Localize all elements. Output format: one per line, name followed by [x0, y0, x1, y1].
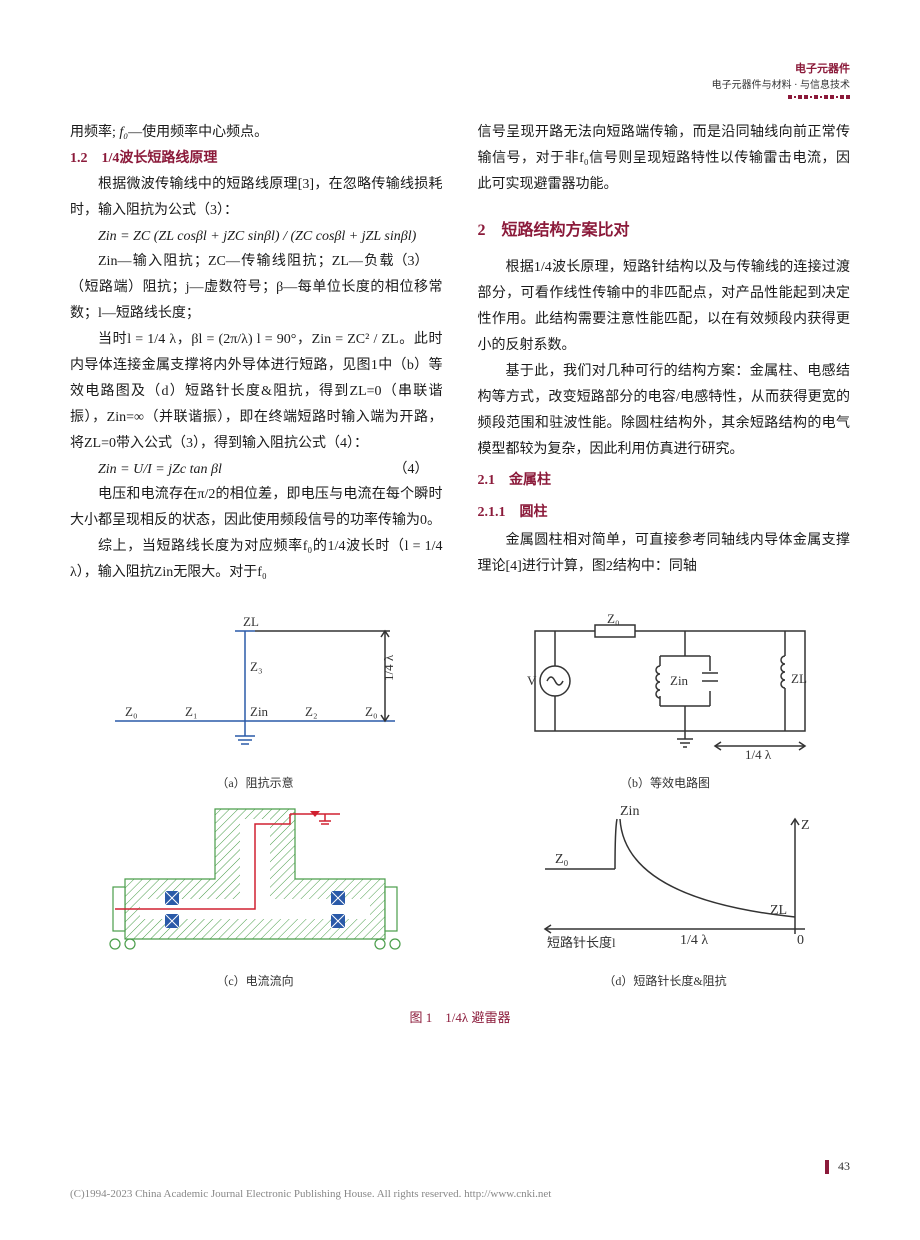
left-p1: 用频率; f₀—使用频率中心频点。: [70, 120, 443, 146]
page-number: 43: [70, 1159, 850, 1174]
left-p6: 综上，当短路线长度为对应频率f₀的1/4波长时（l = 1/4 λ），输入阻抗Z…: [70, 534, 443, 586]
svg-text:Zin: Zin: [670, 673, 689, 688]
equation-3: Zin = ZC (ZL cosβl + jZC sinβl) / (ZC co…: [98, 224, 443, 250]
svg-text:Z: Z: [801, 818, 810, 833]
header-journal-title: 电子元器件: [712, 60, 850, 76]
svg-text:V: V: [527, 673, 537, 688]
figure-1-title: 图 1 1/4λ 避雷器: [70, 1007, 850, 1026]
right-p3: 基于此，我们对几种可行的结构方案：金属柱、电感结构等方式，改变短路部分的电容/电…: [478, 359, 851, 463]
header-journal-subtitle: 电子元器件与材料 · 与信息技术: [712, 76, 850, 91]
svg-text:Z₃: Z₃: [250, 659, 262, 674]
equation-4: Zin = U/I = jZc tan βl （4）: [98, 457, 443, 483]
heading-2-1-1: 2.1.1 圆柱: [478, 500, 851, 526]
pagenum-bar-icon: [825, 1160, 829, 1174]
svg-text:1/4 λ: 1/4 λ: [745, 747, 772, 761]
figure-1b-caption: （b）等效电路图: [480, 774, 850, 791]
page-footer: 43 (C)1994-2023 China Academic Journal E…: [70, 1159, 850, 1200]
text-columns: 用频率; f₀—使用频率中心频点。 1.2 1/4波长短路线原理 根据微波传输线…: [70, 120, 850, 586]
svg-text:Z₂: Z₂: [305, 704, 317, 719]
left-p3: Zin—输入阻抗；ZC—传输线阻抗；ZL—负载（短路端）阻抗；j—虚数符号；β—…: [70, 249, 443, 327]
svg-text:0: 0: [797, 933, 804, 948]
page-header: 电子元器件 电子元器件与材料 · 与信息技术: [712, 60, 850, 103]
svg-text:Zin: Zin: [620, 804, 639, 819]
svg-text:Z₀: Z₀: [365, 704, 377, 719]
svg-text:短路针长度l: 短路针长度l: [547, 935, 616, 950]
figure-1c-caption: （c）电流流向: [70, 972, 440, 989]
left-p5: 电压和电流存在π/2的相位差，即电压与电流在每个瞬时大小都呈现相反的状态，因此使…: [70, 482, 443, 534]
svg-text:Z₀: Z₀: [125, 704, 137, 719]
header-decoration: [712, 95, 850, 103]
svg-text:Z₁: Z₁: [185, 704, 197, 719]
heading-2-1: 2.1 金属柱: [478, 468, 851, 494]
figure-1a: ZL Z₃ Z₀ Z₁ Zin Z₂ Z₀ 1/4 λ: [70, 611, 440, 766]
svg-text:1/4 λ: 1/4 λ: [381, 654, 396, 681]
svg-text:Zin: Zin: [250, 704, 269, 719]
svg-text:ZL: ZL: [770, 903, 787, 918]
left-column: 用频率; f₀—使用频率中心频点。 1.2 1/4波长短路线原理 根据微波传输线…: [70, 120, 443, 586]
right-p1: 信号呈现开路无法向短路端传输，而是沿同轴线向前正常传输信号，对于非f₀信号则呈现…: [478, 120, 851, 198]
svg-text:ZL: ZL: [791, 671, 807, 686]
svg-text:Z₀: Z₀: [607, 611, 619, 626]
copyright-line: (C)1994-2023 China Academic Journal Elec…: [70, 1188, 850, 1200]
svg-text:1/4 λ: 1/4 λ: [680, 933, 708, 948]
svg-text:Z₀: Z₀: [555, 852, 569, 867]
figure-1d: Zin Z₀ Z ZL 1/4 λ 0 短路针长度l: [480, 799, 850, 964]
svg-text:ZL: ZL: [243, 614, 259, 629]
figure-1a-caption: （a）阻抗示意: [70, 774, 440, 791]
left-p4: 当时l = 1/4 λ，βl = (2π/λ) l = 90°，Zin = ZC…: [70, 327, 443, 456]
right-p2: 根据1/4波长原理，短路针结构以及与传输线的连接过渡部分，可看作线性传输中的非匹…: [478, 255, 851, 359]
figure-1-grid: ZL Z₃ Z₀ Z₁ Zin Z₂ Z₀ 1/4 λ: [70, 611, 850, 1026]
right-column: 信号呈现开路无法向短路端传输，而是沿同轴线向前正常传输信号，对于非f₀信号则呈现…: [478, 120, 851, 586]
figure-1d-caption: （d）短路针长度&阻抗: [480, 972, 850, 989]
heading-2: 2 短路结构方案比对: [478, 216, 851, 246]
left-p2: 根据微波传输线中的短路线原理[3]，在忽略传输线损耗时，输入阻抗为公式（3）：: [70, 172, 443, 224]
heading-1-2: 1.2 1/4波长短路线原理: [70, 146, 443, 172]
figure-1b: V Z₀ Zin ZL 1/4 λ: [480, 611, 850, 766]
figure-1c: [70, 799, 440, 964]
right-p4: 金属圆柱相对简单，可直接参考同轴线内导体金属支撑理论[4]进行计算，图2结构中：…: [478, 528, 851, 580]
